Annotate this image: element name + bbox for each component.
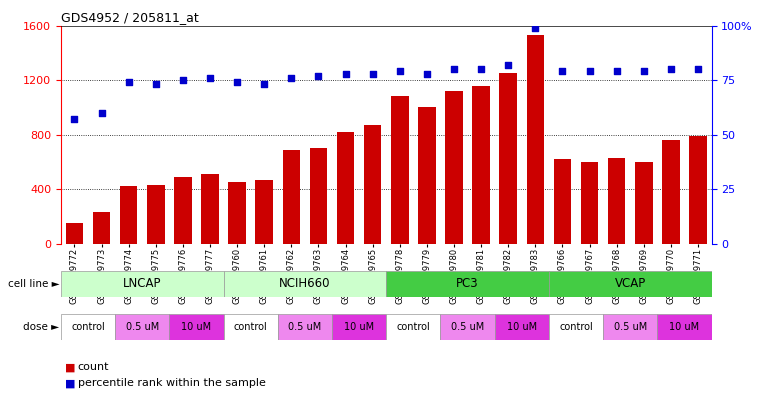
Text: NCIH660: NCIH660 (279, 277, 330, 290)
Text: ■: ■ (65, 378, 75, 388)
Point (258, 81, 270, 88)
Point (177, 77, 189, 83)
Bar (170, 314, 224, 340)
Bar (608, 158, 626, 244)
Bar (387, 271, 549, 297)
Point (285, 75, 298, 81)
Point (95, 110, 107, 116)
Text: count: count (78, 362, 109, 373)
Bar (387, 314, 441, 340)
Bar (201, 174, 219, 244)
Bar (278, 314, 332, 340)
Point (665, 66, 677, 72)
Bar (61, 271, 224, 297)
Bar (495, 314, 549, 340)
Bar (662, 140, 680, 244)
Bar (418, 107, 436, 244)
Bar (332, 314, 387, 340)
Text: 10 uM: 10 uM (181, 322, 212, 332)
Point (123, 79, 135, 85)
Bar (549, 314, 603, 340)
Bar (441, 314, 495, 340)
Point (421, 70, 433, 77)
Bar (391, 96, 409, 244)
Point (312, 73, 324, 79)
Text: 10 uM: 10 uM (507, 322, 537, 332)
Text: 0.5 uM: 0.5 uM (451, 322, 484, 332)
Point (556, 68, 568, 75)
Bar (445, 91, 463, 244)
Text: control: control (71, 322, 105, 332)
Point (638, 68, 650, 75)
Text: VCAP: VCAP (615, 277, 646, 290)
Bar (603, 314, 658, 340)
Point (68, 116, 81, 123)
Bar (282, 150, 300, 244)
Bar (115, 314, 170, 340)
Point (448, 66, 460, 72)
Text: 0.5 uM: 0.5 uM (126, 322, 159, 332)
Text: control: control (559, 322, 593, 332)
Text: cell line ►: cell line ► (8, 279, 59, 289)
Bar (119, 186, 138, 244)
Point (339, 70, 352, 77)
Bar (224, 271, 387, 297)
Bar (549, 271, 712, 297)
Text: percentile rank within the sample: percentile rank within the sample (78, 378, 266, 388)
Bar (256, 180, 273, 244)
Bar (658, 314, 712, 340)
Text: 0.5 uM: 0.5 uM (288, 322, 321, 332)
Bar (473, 86, 490, 244)
Point (204, 75, 216, 81)
Point (475, 66, 487, 72)
Point (692, 66, 704, 72)
Text: ■: ■ (65, 362, 75, 373)
Point (393, 68, 406, 75)
Text: control: control (396, 322, 430, 332)
Point (610, 68, 622, 75)
Bar (553, 159, 572, 244)
Text: dose ►: dose ► (24, 322, 59, 332)
Point (502, 62, 514, 68)
Bar (65, 223, 83, 244)
Bar (93, 212, 110, 244)
Bar (581, 162, 598, 244)
Point (231, 79, 244, 85)
Bar (174, 177, 192, 244)
Text: 10 uM: 10 uM (670, 322, 699, 332)
Text: control: control (234, 322, 268, 332)
Text: 0.5 uM: 0.5 uM (613, 322, 647, 332)
Bar (635, 162, 653, 244)
Point (529, 25, 541, 31)
Bar (527, 35, 544, 244)
Bar (224, 314, 278, 340)
Bar (689, 136, 707, 244)
Bar (61, 314, 115, 340)
Point (367, 70, 379, 77)
Bar (364, 125, 381, 244)
Text: GDS4952 / 205811_at: GDS4952 / 205811_at (61, 11, 199, 24)
Bar (147, 185, 164, 244)
Text: PC3: PC3 (457, 277, 479, 290)
Text: LNCAP: LNCAP (123, 277, 161, 290)
Point (150, 81, 162, 88)
Text: 10 uM: 10 uM (344, 322, 374, 332)
Bar (336, 132, 355, 244)
Point (584, 68, 596, 75)
Bar (310, 148, 327, 244)
Bar (499, 73, 517, 244)
Bar (228, 182, 246, 244)
